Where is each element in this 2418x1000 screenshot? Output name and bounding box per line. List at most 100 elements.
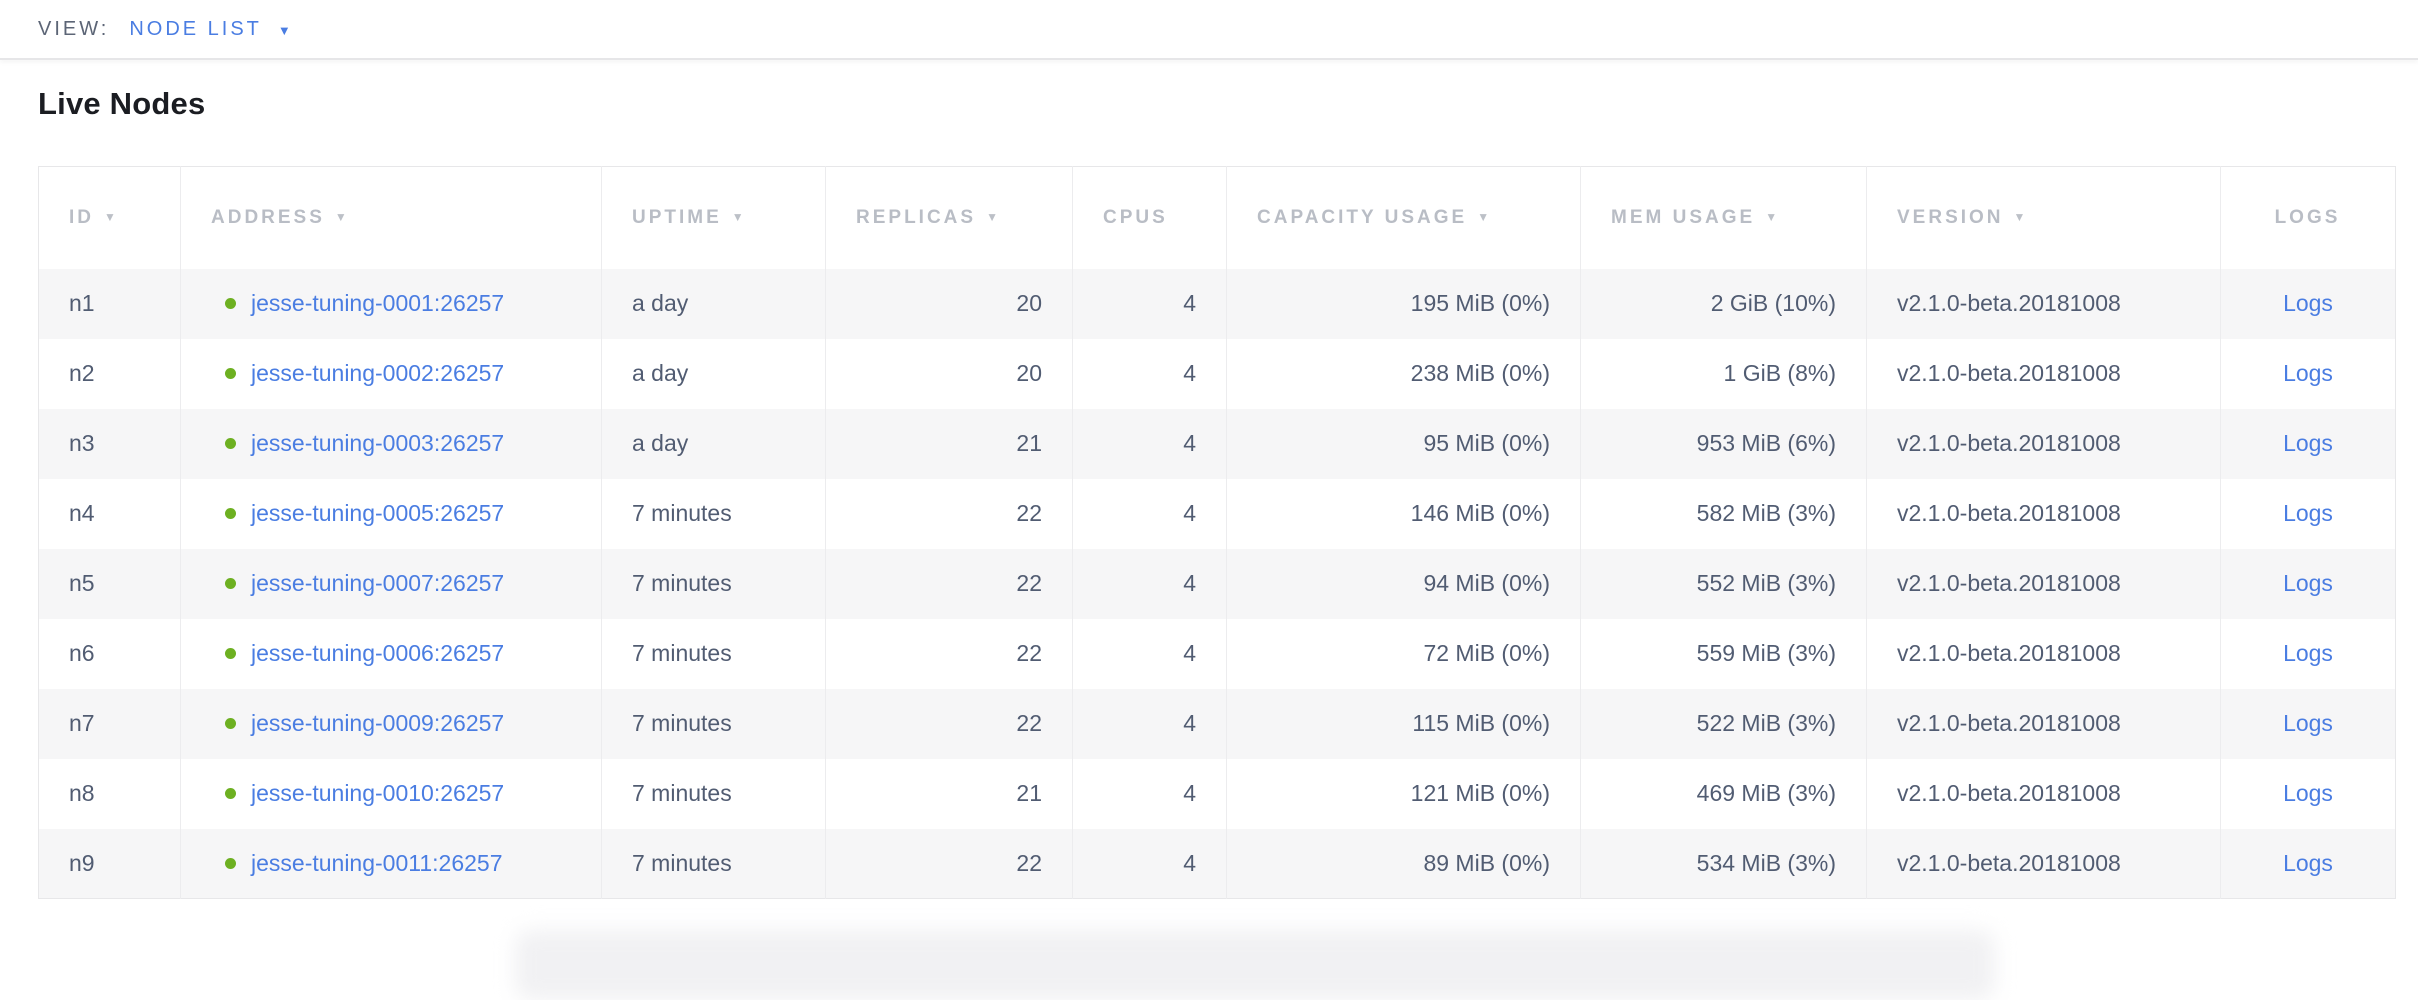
node-logs-link[interactable]: Logs <box>2283 780 2333 806</box>
column-header-replicas[interactable]: REPLICAS ▼ <box>825 166 1073 269</box>
cell-capacity: 94 MiB (0%) <box>1226 548 1581 619</box>
cell-address: jesse-tuning-0009:26257 <box>180 688 602 759</box>
cell-uptime: a day <box>601 408 826 479</box>
cell-id: n3 <box>38 408 181 479</box>
sort-arrow-icon: ▼ <box>2013 209 2029 224</box>
node-live-status-dot <box>225 368 236 379</box>
node-logs-link[interactable]: Logs <box>2283 710 2333 736</box>
cell-version: v2.1.0-beta.20181008 <box>1866 408 2221 479</box>
column-header-id[interactable]: ID ▼ <box>38 166 181 269</box>
cell-cpus: 4 <box>1072 268 1227 339</box>
sort-arrow-icon: ▼ <box>986 209 1001 224</box>
cell-mem: 552 MiB (3%) <box>1580 548 1867 619</box>
cell-mem: 953 MiB (6%) <box>1580 408 1867 479</box>
node-logs-link[interactable]: Logs <box>2283 500 2333 526</box>
column-header-capacity[interactable]: CAPACITY USAGE ▼ <box>1226 166 1581 269</box>
cell-address: jesse-tuning-0011:26257 <box>180 828 602 899</box>
cell-version: v2.1.0-beta.20181008 <box>1866 478 2221 549</box>
cell-replicas: 22 <box>825 478 1073 549</box>
cell-logs: Logs <box>2221 759 2396 829</box>
sort-arrow-icon: ▼ <box>1477 209 1493 224</box>
cell-address: jesse-tuning-0006:26257 <box>180 618 602 689</box>
cell-uptime: 7 minutes <box>601 478 826 549</box>
live-nodes-table-container: ID ▼ ADDRESS ▼ UPTIME ▼ REPLICAS ▼ CPUS CAPACITY … <box>38 166 2396 899</box>
cell-capacity: 146 MiB (0%) <box>1226 478 1581 549</box>
cell-replicas: 22 <box>825 548 1073 619</box>
cell-id: n2 <box>38 338 181 409</box>
cell-version: v2.1.0-beta.20181008 <box>1866 618 2221 689</box>
cell-id: n7 <box>38 688 181 759</box>
column-header-label: MEM USAGE <box>1611 206 1756 228</box>
view-selector-dropdown[interactable]: NODE LIST ▼ <box>129 18 293 41</box>
column-header-label: ADDRESS <box>211 206 325 228</box>
node-logs-link[interactable]: Logs <box>2283 640 2333 666</box>
column-header-label: REPLICAS <box>856 206 977 228</box>
node-address-link[interactable]: jesse-tuning-0010:26257 <box>251 780 505 806</box>
node-address-link[interactable]: jesse-tuning-0003:26257 <box>251 430 505 456</box>
cell-capacity: 89 MiB (0%) <box>1226 828 1581 899</box>
cell-mem: 534 MiB (3%) <box>1580 828 1867 899</box>
node-live-status-dot <box>225 648 236 659</box>
node-address-link[interactable]: jesse-tuning-0011:26257 <box>251 849 503 876</box>
view-selected-value: NODE LIST <box>129 17 262 40</box>
cell-cpus: 4 <box>1072 408 1227 479</box>
cell-mem: 469 MiB (3%) <box>1580 758 1867 829</box>
column-header-version[interactable]: VERSION ▼ <box>1866 166 2221 269</box>
node-address-link[interactable]: jesse-tuning-0009:26257 <box>251 710 505 736</box>
cell-uptime: 7 minutes <box>601 828 826 899</box>
node-address-link[interactable]: jesse-tuning-0001:26257 <box>251 290 505 316</box>
cell-replicas: 20 <box>825 268 1073 339</box>
table-row: n8 jesse-tuning-0010:26257 7 minutes 21 4 121… <box>38 758 2396 829</box>
cell-uptime: 7 minutes <box>601 618 826 689</box>
node-address-link[interactable]: jesse-tuning-0002:26257 <box>251 360 505 386</box>
cell-replicas: 22 <box>825 618 1073 689</box>
table-row: n3 jesse-tuning-0003:26257 a day 21 4 95 MiB … <box>38 408 2396 479</box>
node-logs-link[interactable]: Logs <box>2283 290 2333 316</box>
column-header-uptime[interactable]: UPTIME ▼ <box>601 166 826 269</box>
column-header-address[interactable]: ADDRESS ▼ <box>180 166 602 269</box>
node-logs-link[interactable]: Logs <box>2283 430 2333 456</box>
column-header-mem[interactable]: MEM USAGE ▼ <box>1580 166 1867 269</box>
cell-address: jesse-tuning-0003:26257 <box>180 408 602 479</box>
cell-capacity: 95 MiB (0%) <box>1226 408 1581 479</box>
cell-logs: Logs <box>2221 689 2396 759</box>
table-header-row: ID ▼ ADDRESS ▼ UPTIME ▼ REPLICAS ▼ CPUS CAPACITY … <box>38 166 2396 269</box>
cell-address: jesse-tuning-0002:26257 <box>180 338 602 409</box>
cell-replicas: 21 <box>825 408 1073 479</box>
node-live-status-dot <box>225 718 236 729</box>
cell-id: n5 <box>38 548 181 619</box>
cell-mem: 559 MiB (3%) <box>1580 618 1867 689</box>
node-live-status-dot <box>225 578 236 589</box>
node-logs-link[interactable]: Logs <box>2283 849 2333 876</box>
node-address-link[interactable]: jesse-tuning-0007:26257 <box>251 570 505 596</box>
chevron-down-icon: ▼ <box>277 22 294 38</box>
cell-cpus: 4 <box>1072 688 1227 759</box>
cell-capacity: 238 MiB (0%) <box>1226 338 1581 409</box>
cell-capacity: 121 MiB (0%) <box>1226 758 1581 829</box>
cell-logs: Logs <box>2221 339 2396 409</box>
cell-id: n8 <box>38 758 181 829</box>
sort-arrow-icon: ▼ <box>104 209 119 224</box>
cell-cpus: 4 <box>1072 338 1227 409</box>
cell-version: v2.1.0-beta.20181008 <box>1866 828 2221 899</box>
column-header-label: UPTIME <box>632 206 722 228</box>
cell-version: v2.1.0-beta.20181008 <box>1866 548 2221 619</box>
column-header-label: VERSION <box>1897 206 2004 228</box>
table-row: n6 jesse-tuning-0006:26257 7 minutes 22 4 72 … <box>38 618 2396 689</box>
cell-logs: Logs <box>2221 619 2396 689</box>
cell-cpus: 4 <box>1072 758 1227 829</box>
sort-arrow-icon: ▼ <box>334 209 350 224</box>
next-section-edge <box>515 930 1995 1000</box>
node-logs-link[interactable]: Logs <box>2283 570 2333 596</box>
node-logs-link[interactable]: Logs <box>2283 360 2333 386</box>
live-nodes-table: ID ▼ ADDRESS ▼ UPTIME ▼ REPLICAS ▼ CPUS CAPACITY … <box>38 166 2396 899</box>
node-address-link[interactable]: jesse-tuning-0006:26257 <box>251 640 505 666</box>
cell-uptime: 7 minutes <box>601 758 826 829</box>
cell-uptime: a day <box>601 338 826 409</box>
cell-address: jesse-tuning-0005:26257 <box>180 478 602 549</box>
cell-replicas: 21 <box>825 758 1073 829</box>
cell-mem: 1 GiB (8%) <box>1580 338 1867 409</box>
cell-cpus: 4 <box>1072 828 1227 899</box>
node-address-link[interactable]: jesse-tuning-0005:26257 <box>251 500 505 526</box>
table-row: n1 jesse-tuning-0001:26257 a day 20 4 195 MiB… <box>38 268 2396 339</box>
